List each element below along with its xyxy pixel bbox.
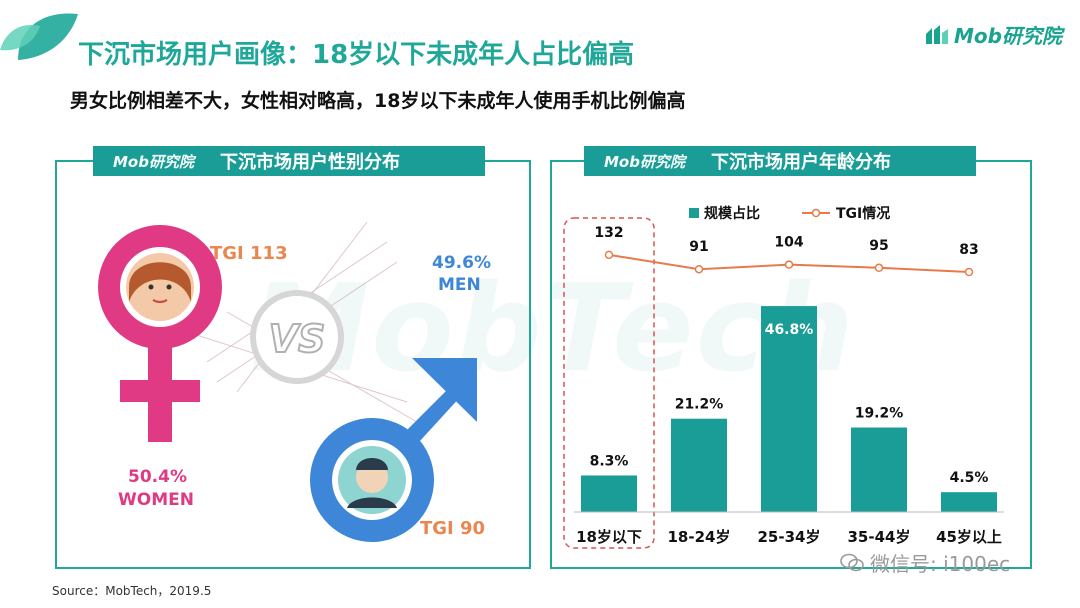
- bar-value-label: 4.5%: [950, 470, 989, 486]
- category-label: 35-44岁: [848, 528, 911, 546]
- age-chart: 规模占比 TGI情况 8.3% 21.2% 46.8% 19.2% 4.5% 18岁以下 18-…: [563, 205, 1004, 549]
- legend-line-marker: [811, 208, 821, 218]
- women-tgi: TGI 113: [210, 243, 288, 264]
- man-avatar-icon: [338, 446, 406, 514]
- bar-value-label: 21.2%: [675, 397, 724, 413]
- male-symbol: [310, 358, 477, 542]
- tgi-value-label: 104: [774, 235, 803, 251]
- page-title: 下沉市场用户画像：18岁以下未成年人占比偏高: [78, 40, 635, 70]
- bar-1: [581, 475, 637, 512]
- legend-bar-swatch: [689, 208, 699, 218]
- women-label: WOMEN: [118, 490, 194, 510]
- tgi-value-label: 132: [594, 225, 623, 241]
- bar-value-label: 8.3%: [590, 453, 629, 469]
- tgi-value-label: 91: [689, 239, 708, 255]
- gender-graphic: VS: [98, 221, 477, 542]
- category-label: 18岁以下: [576, 528, 642, 546]
- men-tgi: TGI 90: [420, 518, 486, 539]
- wechat-icon: [840, 553, 864, 571]
- bar-3: [761, 306, 817, 512]
- gender-panel-header: Mob研究院 下沉市场用户性别分布: [93, 146, 485, 176]
- men-label: MEN: [438, 275, 481, 295]
- source-note: Source：MobTech，2019.5: [52, 584, 212, 598]
- gender-panel-title: 下沉市场用户性别分布: [219, 152, 400, 173]
- tgi-value-label: 95: [869, 238, 888, 254]
- page-subtitle: 男女比例相差不大，女性相对略高，18岁以下未成年人使用手机比例偏高: [70, 90, 686, 112]
- vs-text: VS: [269, 317, 326, 361]
- tgi-point-4: [874, 263, 884, 273]
- tgi-point-1: [604, 250, 614, 260]
- wechat-id: 微信号: i100ec: [870, 552, 1011, 576]
- tgi-value-label: 83: [959, 242, 978, 258]
- watermark: MobTech: [250, 260, 857, 399]
- panel-brand: Mob研究院: [604, 152, 685, 171]
- legend-line-label: TGI情况: [836, 205, 890, 222]
- bar-5: [941, 492, 997, 512]
- brand-logo: Mob研究院: [924, 20, 1062, 49]
- panel-brand: Mob研究院: [113, 152, 194, 171]
- bar-4: [851, 427, 907, 512]
- highlight-box: [563, 217, 655, 549]
- tgi-point-3: [784, 260, 794, 269]
- category-label: 45岁以上: [936, 528, 1002, 546]
- age-panel-header: Mob研究院 下沉市场用户年龄分布: [584, 146, 976, 176]
- tgi-point-5: [964, 267, 974, 277]
- bar-2: [671, 418, 727, 512]
- category-label: 25-34岁: [758, 528, 821, 546]
- bar-value-label: 46.8%: [765, 322, 814, 338]
- men-percent: 49.6%: [432, 253, 491, 273]
- vs-badge: VS: [250, 290, 344, 384]
- brand-name: Mob研究院: [954, 24, 1062, 48]
- age-panel-title: 下沉市场用户年龄分布: [710, 152, 891, 173]
- tgi-point-2: [694, 264, 704, 274]
- corner-leaf-decoration: [0, 13, 78, 60]
- mob-logo-icon: [926, 24, 949, 44]
- category-label: 18-24岁: [668, 528, 731, 546]
- age-panel: Mob研究院 下沉市场用户年龄分布: [550, 146, 1032, 569]
- women-percent: 50.4%: [128, 467, 187, 487]
- woman-avatar-icon: [126, 253, 194, 321]
- legend-bar-label: 规模占比: [704, 205, 760, 222]
- bar-value-label: 19.2%: [855, 406, 904, 422]
- gender-panel: Mob研究院 下沉市场用户性别分布: [55, 146, 531, 569]
- wechat-watermark: 微信号: i100ec: [840, 548, 1010, 577]
